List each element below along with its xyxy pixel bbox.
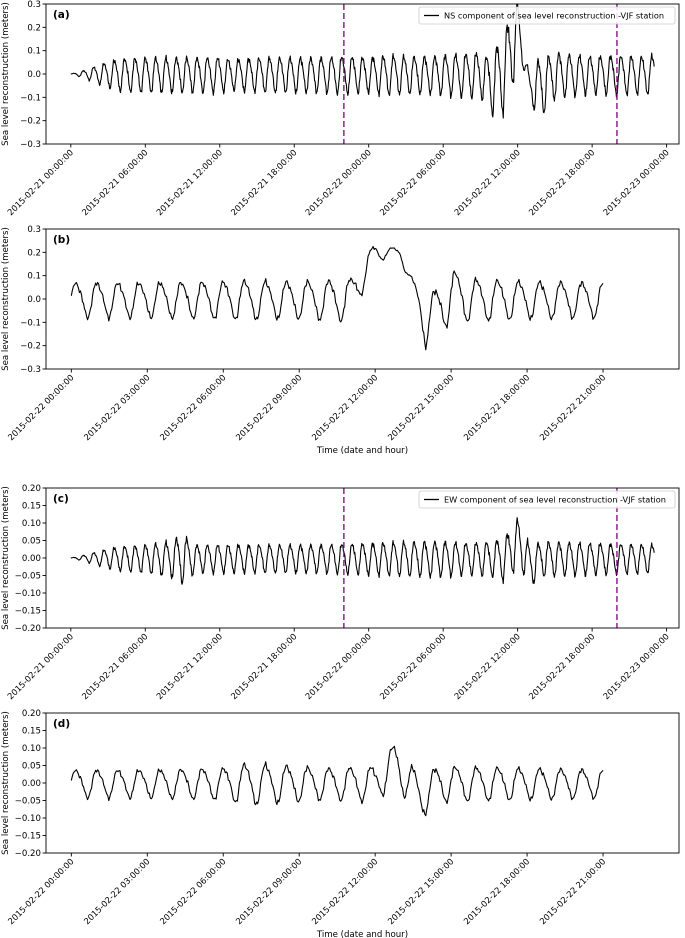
panel-d-x-tick-label: 2015-02-22 12:00:00 [310,856,380,926]
panel-c-y-tick-label: −0.15 [15,607,41,617]
panel-d-y-tick-label: −0.20 [15,849,41,859]
panel-b-x-tick-label: 2015-02-22 18:00:00 [462,372,532,442]
panel-d-x-tick-label: 2015-02-22 00:00:00 [6,856,76,926]
panel-c-x-tick-label: 2015-02-22 18:00:00 [527,631,597,701]
panel-d-x-tick-label: 2015-02-22 06:00:00 [158,856,228,926]
panel-a-x-tick-label: 2015-02-21 12:00:00 [154,147,224,217]
panel-d-y-tick-label: −0.05 [15,797,41,807]
panel-b-series-line-0 [70,245,604,351]
panel-a-y-tick-label: −0.3 [20,140,41,150]
panel-d-x-tick-label: 2015-02-22 15:00:00 [386,856,456,926]
panel-c: −0.20 −0.15 −0.10 −0.05 0.00 0.05 0.10 0.15 0.20… [1,484,680,701]
panel-a: −0.3 −0.2 −0.1 0.0 0.1 0.2 0.3 2015-02-21 00:00… [1,0,680,217]
panel-b-y-tick-label: −0.3 [20,365,41,375]
panel-c-axes-frame [45,487,680,629]
panel-c-y-tick-label: 0.20 [22,484,41,494]
panel-a-y-tick-label: 0.0 [27,70,41,80]
panel-c-series-line-0 [70,517,655,585]
panel-a-y-axis-label: Sea level reconstruction (meters) [1,2,11,146]
panel-a-x-tick-label: 2015-02-22 06:00:00 [378,147,448,217]
panel-d-axes-frame [45,712,680,854]
panel-d-series-line-0 [70,745,604,817]
panel-d-y-tick-label: 0.15 [22,727,41,737]
panel-c-y-tick-label: −0.20 [15,624,41,634]
panel-a-x-tick-label: 2015-02-21 06:00:00 [80,147,150,217]
panel-b-x-tick-label: 2015-02-22 03:00:00 [82,372,152,442]
panel-b-x-tick-label: 2015-02-22 09:00:00 [234,372,304,442]
panel-c-legend: EW component of sea level reconstruction… [418,490,676,509]
panel-d-x-tick-label: 2015-02-22 21:00:00 [537,856,607,926]
panel-d-y-axis-label: Sea level reconstruction (meters) [1,711,11,855]
panel-b-x-tick-label: 2015-02-22 15:00:00 [386,372,456,442]
panel-b-panel-label: (b) [53,234,70,246]
panel-a-y-tick-label: 0.1 [27,47,41,57]
panel-c-y-tick-label: 0.00 [22,554,41,564]
panel-a-x-tick-label: 2015-02-22 00:00:00 [303,147,373,217]
panel-d-x-tick-label: 2015-02-22 03:00:00 [82,856,152,926]
panel-b-x-axis-label: Time (date and hour) [316,446,408,456]
panel-c-legend-entry: EW component of sea level reconstruction… [444,495,666,505]
panel-c-y-tick-label: −0.05 [15,572,41,582]
panel-c-x-tick-label: 2015-02-22 12:00:00 [452,631,522,701]
panel-b-y-tick-label: −0.2 [20,342,41,352]
panel-c-x-tick-label: 2015-02-21 06:00:00 [80,631,150,701]
panel-a-x-tick-label: 2015-02-22 12:00:00 [452,147,522,217]
panel-d-y-tick-label: −0.15 [15,832,41,842]
panel-d-y-tick-label: 0.10 [22,744,41,754]
panel-b-y-tick-label: −0.1 [20,318,41,328]
panel-a-series-line-0 [70,4,655,119]
panel-a-panel-label: (a) [53,9,70,21]
panel-b-axes-frame [45,228,680,370]
panel-a-y-tick-label: −0.2 [20,117,41,127]
panel-b-y-tick-label: 0.0 [27,295,41,305]
panel-c-x-tick-label: 2015-02-22 00:00:00 [303,631,373,701]
panel-d-panel-label: (d) [53,718,70,730]
panel-d-y-tick-label: 0.20 [22,709,41,719]
panel-c-x-tick-label: 2015-02-23 00:00:00 [601,631,671,701]
panel-c-x-tick-label: 2015-02-22 06:00:00 [378,631,448,701]
panel-a-y-tick-label: 0.2 [27,23,41,33]
panel-d-y-tick-label: 0.00 [22,779,41,789]
panel-d-y-tick-label: 0.05 [22,762,41,772]
panel-c-panel-label: (c) [53,493,69,505]
panel-c-y-tick-label: −0.10 [15,589,41,599]
panel-a-x-tick-label: 2015-02-23 00:00:00 [601,147,671,217]
panel-a-legend-box [418,6,676,25]
panel-b: −0.3 −0.2 −0.1 0.0 0.1 0.2 0.3 2015-02-22 00:00… [1,225,680,456]
panel-b-x-tick-label: 2015-02-22 12:00:00 [310,372,380,442]
panel-d-y-tick-label: −0.10 [15,814,41,824]
panel-c-y-tick-label: 0.15 [22,502,41,512]
panel-b-x-tick-label: 2015-02-22 00:00:00 [6,372,76,442]
panel-c-x-tick-label: 2015-02-21 12:00:00 [154,631,224,701]
panel-d-x-tick-label: 2015-02-22 18:00:00 [462,856,532,926]
panel-c-x-tick-label: 2015-02-21 00:00:00 [5,631,75,701]
panel-d-x-tick-label: 2015-02-22 09:00:00 [234,856,304,926]
panel-b-y-axis-label: Sea level reconstruction (meters) [1,227,11,371]
panel-c-y-axis-label: Sea level reconstruction (meters) [1,486,11,630]
panel-b-x-tick-label: 2015-02-22 21:00:00 [537,372,607,442]
panel-d-x-axis-label: Time (date and hour) [316,930,408,938]
panel-b-y-tick-label: 0.3 [27,225,41,235]
panel-a-legend: NS component of sea level reconstruction… [418,6,676,25]
panel-c-y-tick-label: 0.10 [22,519,41,529]
panel-c-legend-box [418,490,676,509]
panel-a-x-tick-label: 2015-02-21 00:00:00 [5,147,75,217]
panel-b-y-tick-label: 0.2 [27,248,41,258]
panel-d: −0.20 −0.15 −0.10 −0.05 0.00 0.05 0.10 0.15 0.20… [1,709,680,938]
panel-c-y-tick-label: 0.05 [22,537,41,547]
panel-b-x-tick-label: 2015-02-22 06:00:00 [158,372,228,442]
panel-b-y-tick-label: 0.1 [27,272,41,282]
panel-c-x-tick-label: 2015-02-21 18:00:00 [229,631,299,701]
panel-a-axes-frame [45,3,680,145]
panel-a-legend-entry: NS component of sea level reconstruction… [444,11,664,21]
panel-a-x-tick-label: 2015-02-22 18:00:00 [527,147,597,217]
panel-a-x-tick-label: 2015-02-21 18:00:00 [229,147,299,217]
panel-a-y-tick-label: −0.1 [20,93,41,103]
panel-a-y-tick-label: 0.3 [27,0,41,10]
